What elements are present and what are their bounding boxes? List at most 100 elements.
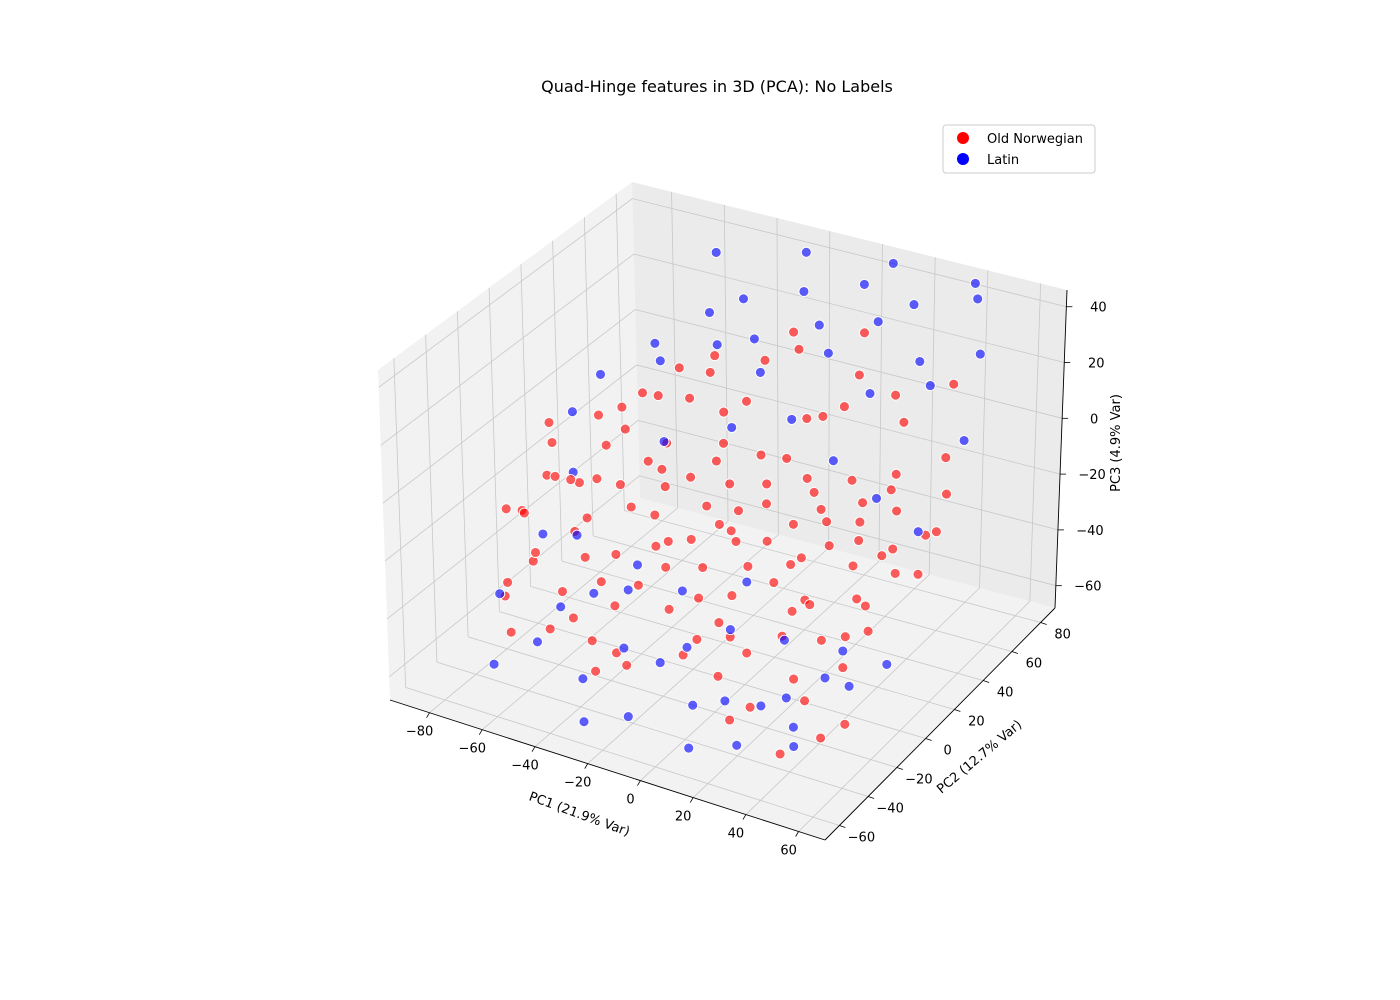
z-tick-label: 0	[1090, 412, 1098, 427]
data-point-latin	[494, 588, 506, 600]
data-point-old-norwegian	[546, 437, 558, 448]
data-point-old-norwegian	[726, 590, 738, 602]
grid-line-x	[640, 561, 880, 781]
y-tick-mark	[982, 680, 990, 683]
data-point-old-norwegian	[799, 695, 811, 707]
x-tick-mark	[531, 746, 536, 752]
data-point-latin	[798, 286, 810, 297]
data-point-old-norwegian	[808, 486, 820, 498]
data-point-latin	[813, 319, 825, 331]
data-point-latin	[858, 278, 870, 290]
data-point-old-norwegian	[839, 718, 851, 730]
y-tick-mark	[1040, 622, 1047, 625]
grid-line-y	[393, 358, 407, 688]
data-point-old-norwegian	[673, 362, 685, 374]
data-point-latin	[787, 721, 799, 733]
data-point-latin	[681, 641, 693, 653]
x-tick-label: 40	[728, 827, 745, 842]
data-point-old-norwegian	[660, 561, 672, 573]
data-point-old-norwegian	[846, 474, 858, 486]
data-point-old-norwegian	[557, 586, 568, 597]
grid-line-x	[828, 231, 831, 549]
grid-line-x	[587, 547, 829, 764]
data-point-latin	[658, 436, 670, 447]
data-point-old-norwegian	[768, 577, 780, 588]
grid-line-z	[380, 253, 635, 446]
data-point-old-norwegian	[898, 416, 910, 428]
data-point-old-norwegian	[948, 378, 960, 390]
data-points	[488, 246, 986, 760]
grid-line-z	[637, 419, 1059, 531]
data-point-old-norwegian	[712, 670, 724, 682]
data-point-old-norwegian	[609, 600, 621, 612]
data-point-old-norwegian	[854, 516, 866, 528]
data-point-old-norwegian	[637, 387, 648, 399]
data-point-latin	[566, 406, 578, 418]
z-axis-line	[1054, 289, 1068, 609]
data-point-latin	[649, 337, 661, 349]
y-tick-mark	[867, 796, 875, 799]
data-point-old-norwegian	[590, 665, 602, 677]
data-point-old-norwegian	[839, 631, 851, 643]
data-point-latin	[748, 333, 760, 345]
axis-lines	[389, 289, 1068, 841]
grid-line-y	[405, 686, 840, 826]
data-point-old-norwegian	[742, 560, 754, 572]
data-point-old-norwegian	[890, 468, 902, 480]
data-point-latin	[924, 380, 936, 392]
data-point-latin	[555, 601, 567, 613]
data-point-latin	[731, 739, 743, 751]
data-point-latin	[912, 526, 924, 538]
data-point-old-norwegian	[801, 413, 813, 424]
data-point-old-norwegian	[761, 498, 772, 510]
data-point-latin	[881, 658, 893, 670]
x-tick-mark	[742, 814, 747, 820]
data-point-old-norwegian	[693, 592, 705, 604]
x-tick-label: 60	[780, 844, 797, 859]
data-point-latin	[871, 492, 882, 504]
data-point-latin	[571, 529, 583, 541]
data-point-old-norwegian	[887, 543, 899, 555]
data-point-old-norwegian	[614, 479, 626, 491]
data-point-old-norwegian	[595, 576, 607, 588]
data-point-old-norwegian	[815, 634, 827, 646]
data-point-old-norwegian	[891, 505, 903, 517]
grid-line-x	[928, 257, 936, 575]
y-tick-label: 0	[943, 744, 951, 759]
data-point-old-norwegian	[930, 526, 942, 538]
data-point-old-norwegian	[505, 626, 517, 638]
data-point-latin	[726, 422, 738, 433]
grid-line-x	[979, 270, 989, 589]
data-point-latin	[864, 388, 876, 399]
data-point-old-norwegian	[801, 472, 813, 484]
data-point-old-norwegian	[890, 389, 902, 401]
legend-marker-old-norwegian	[957, 132, 969, 144]
y-tick-label: −40	[876, 802, 903, 817]
data-point-old-norwegian	[744, 701, 756, 713]
grid-line-y	[488, 287, 500, 612]
x-tick-label: −20	[564, 776, 591, 791]
data-point-old-norwegian	[704, 366, 716, 378]
grid-line-y	[520, 264, 532, 587]
z-tick-label: 40	[1090, 301, 1107, 316]
data-point-old-norwegian	[549, 470, 561, 482]
data-point-old-norwegian	[518, 507, 530, 519]
grid-line-x	[798, 601, 1031, 832]
data-point-old-norwegian	[940, 452, 952, 464]
data-point-latin	[786, 413, 798, 425]
data-point-latin	[654, 355, 666, 367]
grid-line-z	[635, 309, 1063, 419]
data-point-old-norwegian	[713, 518, 725, 530]
data-point-latin	[488, 658, 500, 670]
x-tick-mark	[478, 729, 483, 735]
x-tick-label: −60	[459, 742, 486, 757]
data-point-old-norwegian	[610, 548, 622, 560]
data-point-latin	[914, 356, 926, 367]
data-point-old-norwegian	[625, 501, 637, 513]
grid-line-z	[386, 420, 639, 620]
y-tick-label: −20	[905, 773, 932, 788]
z-tick-label: −40	[1076, 524, 1103, 539]
data-point-old-norwegian	[787, 518, 799, 530]
data-point-old-norwegian	[815, 503, 827, 515]
